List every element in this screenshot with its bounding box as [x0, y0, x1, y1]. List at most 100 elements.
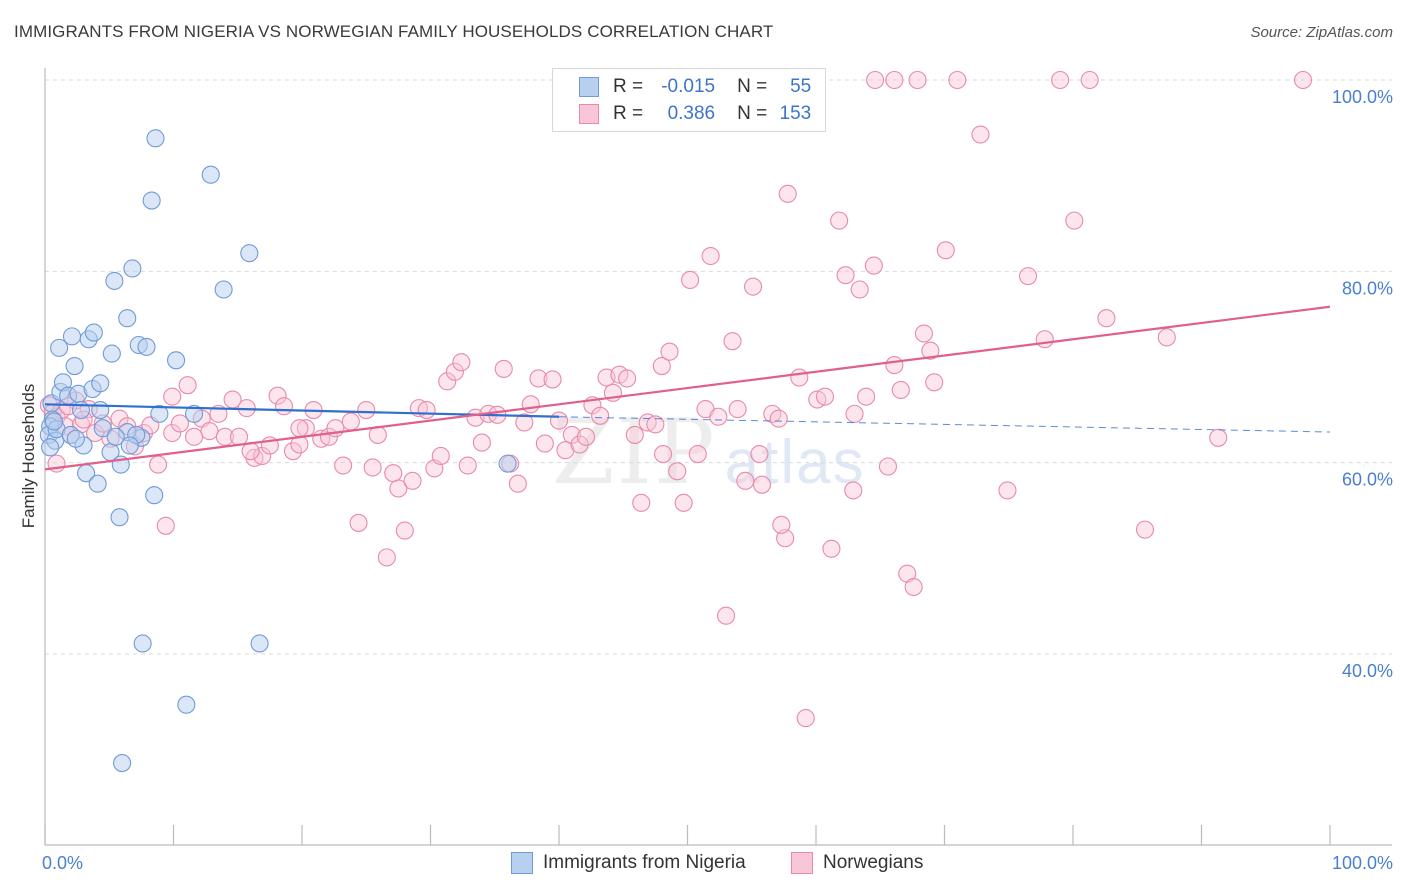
r-label: R = [613, 103, 644, 124]
norwegians-point [562, 425, 581, 444]
legend-item-nigeria[interactable]: Immigrants from Nigeria [511, 852, 746, 874]
nigeria-point [120, 436, 139, 455]
norwegians-point [377, 548, 396, 567]
trend-lines [44, 305, 1331, 471]
norwegians-point [885, 356, 904, 375]
legend-row-norwegians: R = 0.386 N = 153 [579, 103, 811, 125]
nigeria-point [146, 129, 165, 148]
norwegians-point [274, 397, 294, 416]
nigeria-point [102, 344, 121, 363]
norwegians-point [750, 445, 769, 464]
norwegians-point [1018, 267, 1038, 286]
nigeria-point [66, 429, 85, 448]
norwegians-point [576, 427, 596, 446]
norwegians-point [822, 539, 841, 558]
chart-title: IMMIGRANTS FROM NIGERIA VS NORWEGIAN FAM… [14, 22, 774, 41]
norwegians-point [772, 515, 791, 534]
norwegians-point [674, 493, 693, 512]
n-label: N = [737, 103, 768, 124]
norwegians-point [389, 479, 408, 498]
nigeria-point [150, 404, 169, 423]
norwegians-point [290, 435, 309, 454]
norwegians-point [743, 277, 763, 296]
norwegians-point [681, 270, 700, 289]
norwegians-point [796, 709, 815, 728]
norwegians-trend-line [44, 305, 1331, 471]
nigeria-point [145, 486, 164, 505]
nigeria-point [41, 438, 60, 457]
nigeria-point [250, 634, 269, 653]
nigeria-point [65, 356, 84, 376]
axes [44, 68, 1392, 846]
norwegians-point [688, 445, 707, 464]
legend-item-norwegians[interactable]: Norwegians [791, 852, 923, 874]
norwegians-point [200, 422, 219, 441]
legend-label-norwegians: Norwegians [823, 852, 924, 873]
norwegians-point [403, 471, 422, 490]
norwegians-point [395, 521, 414, 540]
norwegians-point [646, 415, 665, 434]
y-tick-label: 100.0% [1332, 87, 1393, 107]
norwegians-point [515, 413, 534, 432]
norwegians-point [431, 446, 450, 466]
norwegians-point [728, 400, 747, 419]
norwegians-point [971, 125, 990, 144]
norwegians-point [110, 409, 129, 428]
norwegians-point [998, 481, 1017, 500]
nigeria-point [133, 634, 152, 653]
nigeria-point [91, 400, 110, 420]
norwegians-point [384, 464, 403, 483]
correlation-legend: R = -0.015 N = 55 R = 0.386 N = 153 [552, 68, 826, 132]
norwegians-point [652, 356, 671, 376]
norwegians-point [844, 481, 863, 500]
nigeria-point [201, 165, 220, 184]
nigeria-point [91, 374, 110, 393]
norwegians-point [625, 425, 644, 444]
y-tick-label: 60.0% [1342, 470, 1393, 490]
norwegians-point [163, 423, 182, 443]
norwegians-point [866, 70, 885, 90]
norwegians-point [591, 406, 610, 425]
norwegians-point [1035, 330, 1054, 349]
norwegians-point [334, 456, 353, 475]
norwegians-point [701, 246, 720, 266]
norwegians-point [472, 433, 491, 452]
norwegians-point [845, 404, 864, 423]
norwegians-point [878, 457, 898, 476]
nigeria-point [214, 280, 233, 299]
nigeria-point [105, 271, 124, 290]
x-tick-label: 100.0% [1332, 853, 1393, 873]
norwegians-point [363, 458, 382, 477]
norwegians-point [776, 529, 795, 548]
r-value: -0.015 [661, 76, 716, 97]
nigeria-point [44, 412, 64, 431]
norwegians-point [494, 359, 513, 378]
norwegians-point [1209, 428, 1228, 447]
norwegians-point [778, 184, 797, 203]
nigeria-point [93, 419, 112, 438]
norwegians-point [1293, 70, 1313, 90]
norwegians-point [815, 387, 835, 406]
nigeria-point [123, 259, 142, 278]
nigeria-point [84, 323, 103, 342]
norwegians-point [925, 373, 944, 392]
norwegians-point [921, 341, 940, 360]
n-value: 153 [779, 103, 812, 124]
norwegians-point [229, 427, 249, 446]
norwegians-point [836, 266, 855, 285]
norwegians-point [570, 435, 589, 454]
norwegians-point [452, 353, 471, 372]
norwegians-point [1051, 70, 1070, 90]
nigeria-point [498, 454, 517, 473]
legend-row-nigeria: R = -0.015 N = 55 [579, 76, 811, 98]
norwegians-point [341, 412, 360, 431]
norwegians-point [709, 407, 728, 426]
nigeria-point [177, 695, 196, 714]
r-label: R = [613, 76, 644, 97]
norwegians-swatch [579, 104, 599, 124]
x-tick-label: 0.0% [42, 853, 83, 873]
norwegians-point [736, 471, 755, 490]
norwegians-point [290, 419, 309, 438]
norwegians-point [790, 368, 809, 387]
n-label: N = [737, 76, 768, 97]
